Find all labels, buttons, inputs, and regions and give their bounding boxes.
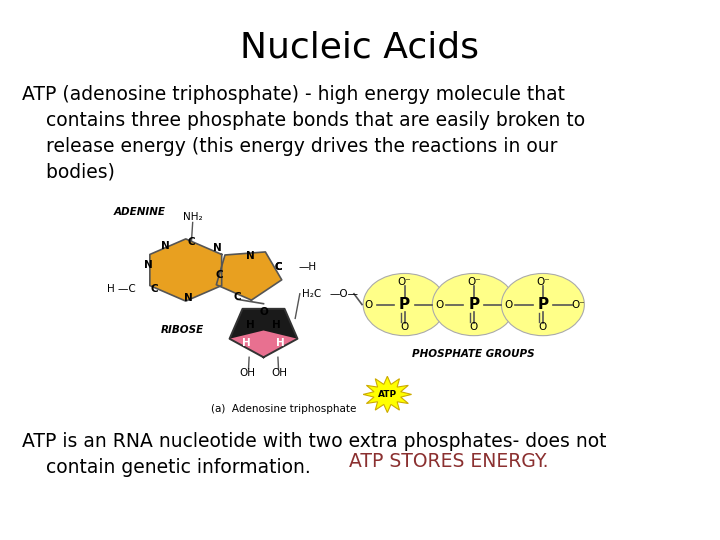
- Text: —H: —H: [299, 261, 317, 272]
- Text: O: O: [365, 300, 373, 309]
- Text: O: O: [259, 307, 268, 318]
- Text: ATP (adenosine triphosphate) - high energy molecule that
    contains three phos: ATP (adenosine triphosphate) - high ener…: [22, 85, 585, 181]
- Text: OH: OH: [239, 368, 256, 378]
- Polygon shape: [230, 309, 297, 357]
- Text: P: P: [399, 297, 410, 312]
- Text: ATP STORES ENERGY.: ATP STORES ENERGY.: [349, 452, 549, 471]
- Text: H —C: H —C: [107, 285, 135, 294]
- Circle shape: [501, 273, 585, 336]
- Text: P: P: [468, 297, 480, 312]
- Text: C: C: [234, 292, 241, 302]
- Text: O⁻: O⁻: [572, 300, 585, 309]
- Text: N: N: [184, 293, 193, 303]
- Text: ADENINE: ADENINE: [114, 207, 166, 217]
- Circle shape: [432, 273, 516, 336]
- Polygon shape: [363, 376, 412, 413]
- Text: O: O: [539, 322, 547, 332]
- Text: P: P: [537, 297, 549, 312]
- Text: O⁻: O⁻: [467, 277, 481, 287]
- Text: O⁻: O⁻: [536, 277, 550, 287]
- Text: H: H: [242, 338, 251, 348]
- Text: N: N: [161, 241, 170, 251]
- Text: O: O: [504, 300, 513, 309]
- Polygon shape: [150, 239, 222, 301]
- Text: H: H: [276, 338, 285, 348]
- Text: C: C: [274, 261, 282, 272]
- Text: H₂C: H₂C: [302, 289, 321, 299]
- Text: C: C: [274, 261, 282, 272]
- Text: H: H: [246, 320, 255, 330]
- Text: ATP: ATP: [378, 390, 397, 399]
- Text: Nucleic Acids: Nucleic Acids: [240, 30, 480, 64]
- Text: OH: OH: [271, 368, 288, 378]
- Text: NH₂: NH₂: [183, 212, 202, 222]
- Text: N: N: [144, 260, 153, 270]
- Text: O: O: [469, 322, 478, 332]
- Text: C: C: [215, 270, 223, 280]
- Polygon shape: [230, 309, 297, 339]
- Text: —O—: —O—: [330, 289, 359, 299]
- Text: O: O: [435, 300, 444, 309]
- Text: N: N: [246, 251, 255, 261]
- Text: O⁻: O⁻: [397, 277, 412, 287]
- Text: N: N: [213, 244, 222, 253]
- Text: O: O: [400, 322, 409, 332]
- Text: PHOSPHATE GROUPS: PHOSPHATE GROUPS: [413, 349, 535, 359]
- Text: H: H: [272, 320, 281, 330]
- Polygon shape: [216, 252, 282, 300]
- Text: C: C: [150, 285, 158, 294]
- Text: ATP is an RNA nucleotide with two extra phosphates- does not
    contain genetic: ATP is an RNA nucleotide with two extra …: [22, 432, 606, 477]
- Circle shape: [363, 273, 446, 336]
- Text: RIBOSE: RIBOSE: [161, 326, 204, 335]
- Text: C: C: [188, 237, 195, 247]
- Text: (a)  Adenosine triphosphate: (a) Adenosine triphosphate: [211, 404, 356, 414]
